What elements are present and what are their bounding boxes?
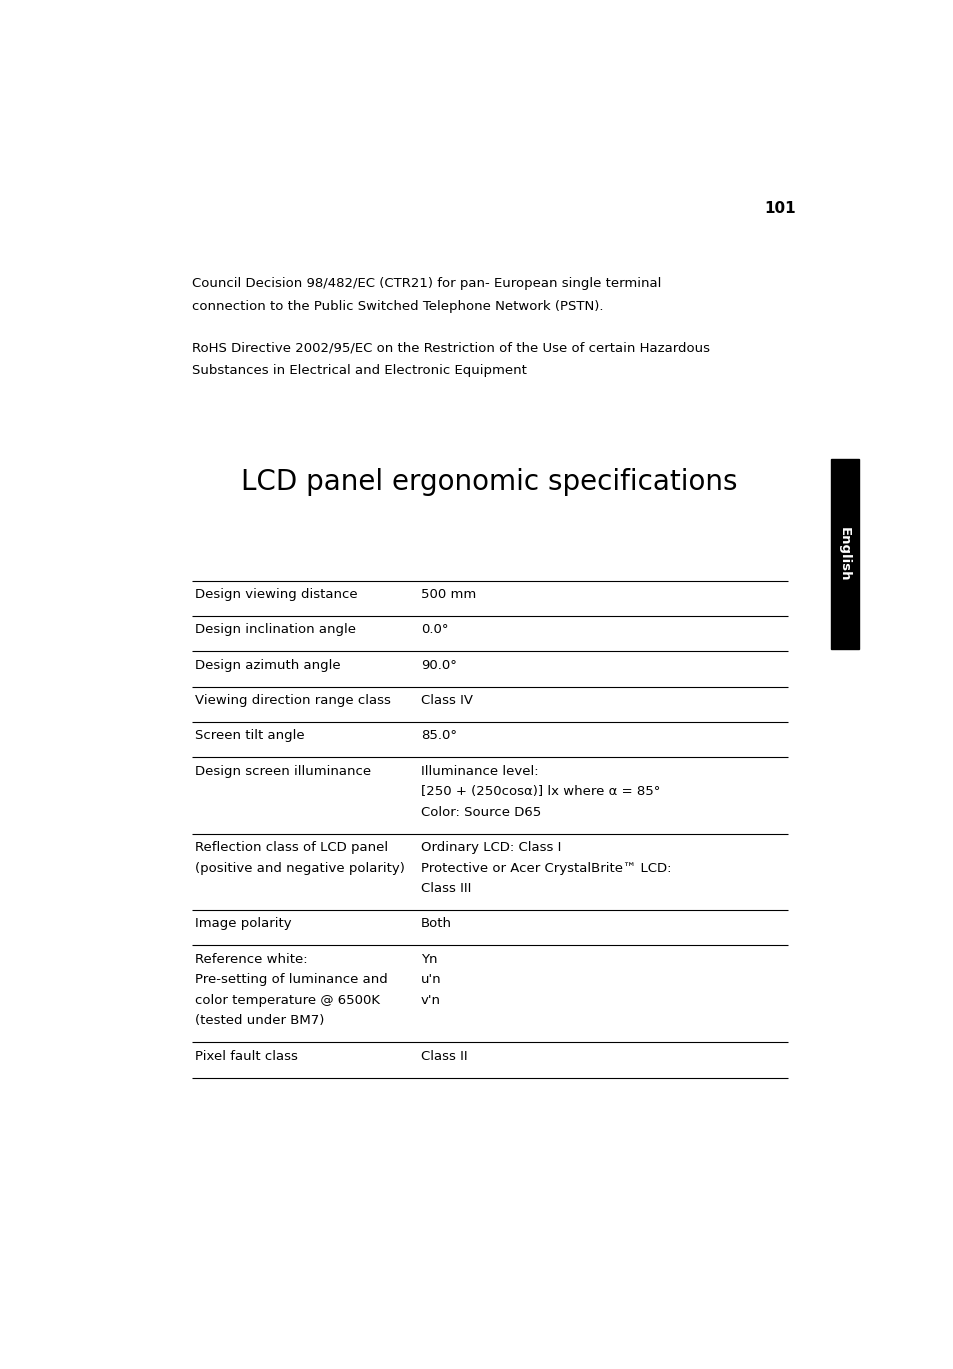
Text: [250 + (250cosα)] lx where α = 85°: [250 + (250cosα)] lx where α = 85° (420, 786, 659, 798)
Text: Class IV: Class IV (420, 694, 473, 706)
Text: Reflection class of LCD panel: Reflection class of LCD panel (195, 841, 388, 854)
Text: Image polarity: Image polarity (195, 917, 292, 931)
Text: RoHS Directive 2002/95/EC on the Restriction of the Use of certain Hazardous: RoHS Directive 2002/95/EC on the Restric… (192, 341, 709, 355)
Text: Class II: Class II (420, 1050, 467, 1062)
Text: Yn: Yn (420, 953, 436, 965)
Text: 90.0°: 90.0° (420, 658, 456, 672)
Text: Protective or Acer CrystalBrite™ LCD:: Protective or Acer CrystalBrite™ LCD: (420, 861, 671, 875)
Text: (positive and negative polarity): (positive and negative polarity) (195, 861, 405, 875)
Text: Reference white:: Reference white: (195, 953, 308, 965)
Text: Pixel fault class: Pixel fault class (195, 1050, 298, 1062)
Text: Council Decision 98/482/EC (CTR21) for pan- European single terminal: Council Decision 98/482/EC (CTR21) for p… (192, 277, 660, 290)
Text: 0.0°: 0.0° (420, 623, 448, 637)
Text: Color: Source D65: Color: Source D65 (420, 806, 540, 819)
Text: Design azimuth angle: Design azimuth angle (195, 658, 340, 672)
Text: Illuminance level:: Illuminance level: (420, 765, 537, 778)
Text: Design inclination angle: Design inclination angle (195, 623, 356, 637)
Text: LCD panel ergonomic specifications: LCD panel ergonomic specifications (240, 468, 737, 496)
Bar (830, 460, 858, 649)
Text: Ordinary LCD: Class I: Ordinary LCD: Class I (420, 841, 560, 854)
Text: v'n: v'n (420, 994, 440, 1006)
Text: Viewing direction range class: Viewing direction range class (195, 694, 391, 706)
Text: 101: 101 (763, 201, 795, 216)
Text: Screen tilt angle: Screen tilt angle (195, 730, 305, 742)
Text: Substances in Electrical and Electronic Equipment: Substances in Electrical and Electronic … (192, 364, 526, 376)
Text: color temperature @ 6500K: color temperature @ 6500K (195, 994, 380, 1006)
Text: 85.0°: 85.0° (420, 730, 456, 742)
Text: (tested under BM7): (tested under BM7) (195, 1014, 324, 1028)
Text: English: English (837, 527, 850, 582)
Text: Pre-setting of luminance and: Pre-setting of luminance and (195, 973, 388, 986)
Text: u'n: u'n (420, 973, 441, 986)
Text: connection to the Public Switched Telephone Network (PSTN).: connection to the Public Switched Teleph… (192, 300, 602, 312)
Text: 500 mm: 500 mm (420, 589, 476, 601)
Text: Design screen illuminance: Design screen illuminance (195, 765, 371, 778)
Text: Class III: Class III (420, 882, 471, 895)
Text: Design viewing distance: Design viewing distance (195, 589, 357, 601)
Text: Both: Both (420, 917, 452, 931)
